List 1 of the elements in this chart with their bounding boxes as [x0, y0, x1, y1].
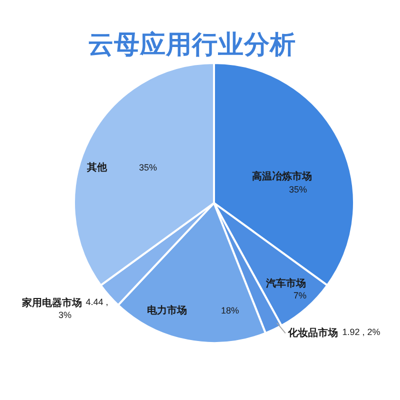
title: 云母应用行业分析	[88, 31, 296, 59]
